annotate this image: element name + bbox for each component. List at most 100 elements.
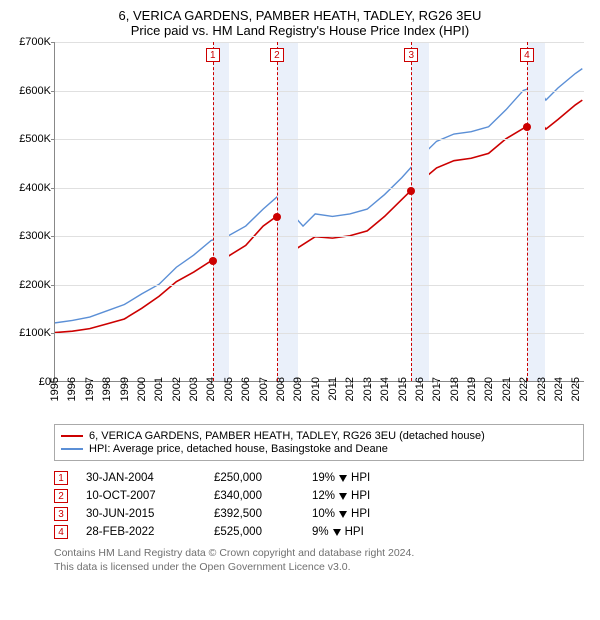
transaction-date: 30-JAN-2004 <box>86 472 196 484</box>
ytick-label: £700K <box>5 36 51 48</box>
ytick-label: £500K <box>5 133 51 145</box>
xtick-label: 1997 <box>84 377 96 401</box>
arrow-down-icon <box>339 511 347 518</box>
xtick-label: 2022 <box>518 377 530 401</box>
xtick-label: 2020 <box>483 377 495 401</box>
xtick-label: 2007 <box>258 377 270 401</box>
diff-percent: 9% <box>312 526 329 538</box>
gridline-horizontal <box>55 139 584 140</box>
chart-band <box>213 42 229 381</box>
transaction-index: 1 <box>54 471 68 485</box>
arrow-down-icon <box>339 493 347 500</box>
transaction-marker <box>523 123 531 131</box>
arrow-down-icon <box>339 475 347 482</box>
series-subject-line <box>55 100 582 332</box>
event-marker-box: 1 <box>206 48 220 62</box>
ytick-label: £400K <box>5 182 51 194</box>
xtick-label: 2005 <box>223 377 235 401</box>
xtick-label: 2002 <box>171 377 183 401</box>
ytick-mark <box>51 42 55 43</box>
xtick-label: 2014 <box>379 377 391 401</box>
transaction-marker <box>407 187 415 195</box>
chart-band <box>277 42 298 381</box>
title-subtitle: Price paid vs. HM Land Registry's House … <box>8 23 592 38</box>
diff-percent: 10% <box>312 508 335 520</box>
legend-item: HPI: Average price, detached house, Basi… <box>61 443 577 455</box>
xtick-label: 2018 <box>449 377 461 401</box>
diff-percent: 19% <box>312 472 335 484</box>
event-line <box>411 42 412 381</box>
transaction-diff: 12% HPI <box>312 490 402 502</box>
event-line <box>213 42 214 381</box>
xtick-label: 2023 <box>536 377 548 401</box>
transaction-row: 428-FEB-2022£525,0009%HPI <box>54 523 584 541</box>
legend-label: 6, VERICA GARDENS, PAMBER HEATH, TADLEY,… <box>89 430 485 442</box>
transaction-price: £250,000 <box>214 472 294 484</box>
ytick-label: £100K <box>5 327 51 339</box>
ytick-mark <box>51 139 55 140</box>
xtick-label: 1996 <box>66 377 78 401</box>
transaction-diff: 9% HPI <box>312 526 402 538</box>
price-chart: £0£100K£200K£300K£400K£500K£600K£700K199… <box>54 42 584 382</box>
event-line <box>277 42 278 381</box>
diff-percent: 12% <box>312 490 335 502</box>
transaction-date: 28-FEB-2022 <box>86 526 196 538</box>
gridline-horizontal <box>55 285 584 286</box>
gridline-horizontal <box>55 236 584 237</box>
xtick-label: 2011 <box>327 377 339 401</box>
attribution-copyright: Contains HM Land Registry data © Crown c… <box>54 547 584 561</box>
legend-swatch <box>61 435 83 437</box>
xtick-label: 2016 <box>414 377 426 401</box>
xtick-label: 2019 <box>466 377 478 401</box>
ytick-label: £300K <box>5 230 51 242</box>
transactions-table: 130-JAN-2004£250,00019%HPI210-OCT-2007£3… <box>54 469 584 541</box>
gridline-horizontal <box>55 42 584 43</box>
transaction-diff: 19% HPI <box>312 472 402 484</box>
xtick-label: 1999 <box>119 377 131 401</box>
ytick-mark <box>51 236 55 237</box>
transaction-row: 3 30-JUN-2015 £392,500 10%HPI <box>54 505 584 523</box>
event-marker-box: 4 <box>520 48 534 62</box>
chart-legend: 6, VERICA GARDENS, PAMBER HEATH, TADLEY,… <box>54 424 584 461</box>
transaction-marker <box>273 213 281 221</box>
event-marker-box: 3 <box>404 48 418 62</box>
legend-item: 6, VERICA GARDENS, PAMBER HEATH, TADLEY,… <box>61 430 577 442</box>
xtick-label: 2025 <box>570 377 582 401</box>
gridline-horizontal <box>55 333 584 334</box>
ytick-mark <box>51 333 55 334</box>
xtick-label: 2003 <box>188 377 200 401</box>
legend-label: HPI: Average price, detached house, Basi… <box>89 443 388 455</box>
data-attribution: Contains HM Land Registry data © Crown c… <box>54 547 584 574</box>
chart-lines-svg <box>55 42 584 381</box>
transaction-row: 1 30-JAN-2004 £250,000 19% HPI <box>54 469 584 487</box>
transaction-index: 3 <box>54 507 68 521</box>
xtick-label: 2000 <box>136 377 148 401</box>
ytick-label: £0 <box>5 376 51 388</box>
xtick-label: 2001 <box>153 377 165 401</box>
event-line <box>527 42 528 381</box>
diff-label: HPI <box>351 472 370 484</box>
xtick-label: 2015 <box>397 377 409 401</box>
transaction-price: £340,000 <box>214 490 294 502</box>
title-address: 6, VERICA GARDENS, PAMBER HEATH, TADLEY,… <box>8 8 592 23</box>
transaction-date: 30-JUN-2015 <box>86 508 196 520</box>
legend-swatch <box>61 448 83 450</box>
transaction-price: £392,500 <box>214 508 294 520</box>
xtick-label: 2009 <box>292 377 304 401</box>
chart-band <box>411 42 428 381</box>
transaction-diff: 10%HPI <box>312 508 402 520</box>
gridline-horizontal <box>55 91 584 92</box>
chart-band <box>527 42 545 381</box>
ytick-mark <box>51 285 55 286</box>
xtick-label: 1998 <box>101 377 113 401</box>
ytick-label: £200K <box>5 279 51 291</box>
ytick-mark <box>51 91 55 92</box>
chart-title: 6, VERICA GARDENS, PAMBER HEATH, TADLEY,… <box>8 8 592 38</box>
xtick-label: 1995 <box>49 377 61 401</box>
transaction-row: 210-OCT-2007£340,00012%HPI <box>54 487 584 505</box>
diff-label: HPI <box>345 526 364 538</box>
diff-label: HPI <box>351 490 370 502</box>
xtick-label: 2021 <box>501 377 513 401</box>
attribution-licence: This data is licensed under the Open Gov… <box>54 561 584 575</box>
gridline-horizontal <box>55 188 584 189</box>
